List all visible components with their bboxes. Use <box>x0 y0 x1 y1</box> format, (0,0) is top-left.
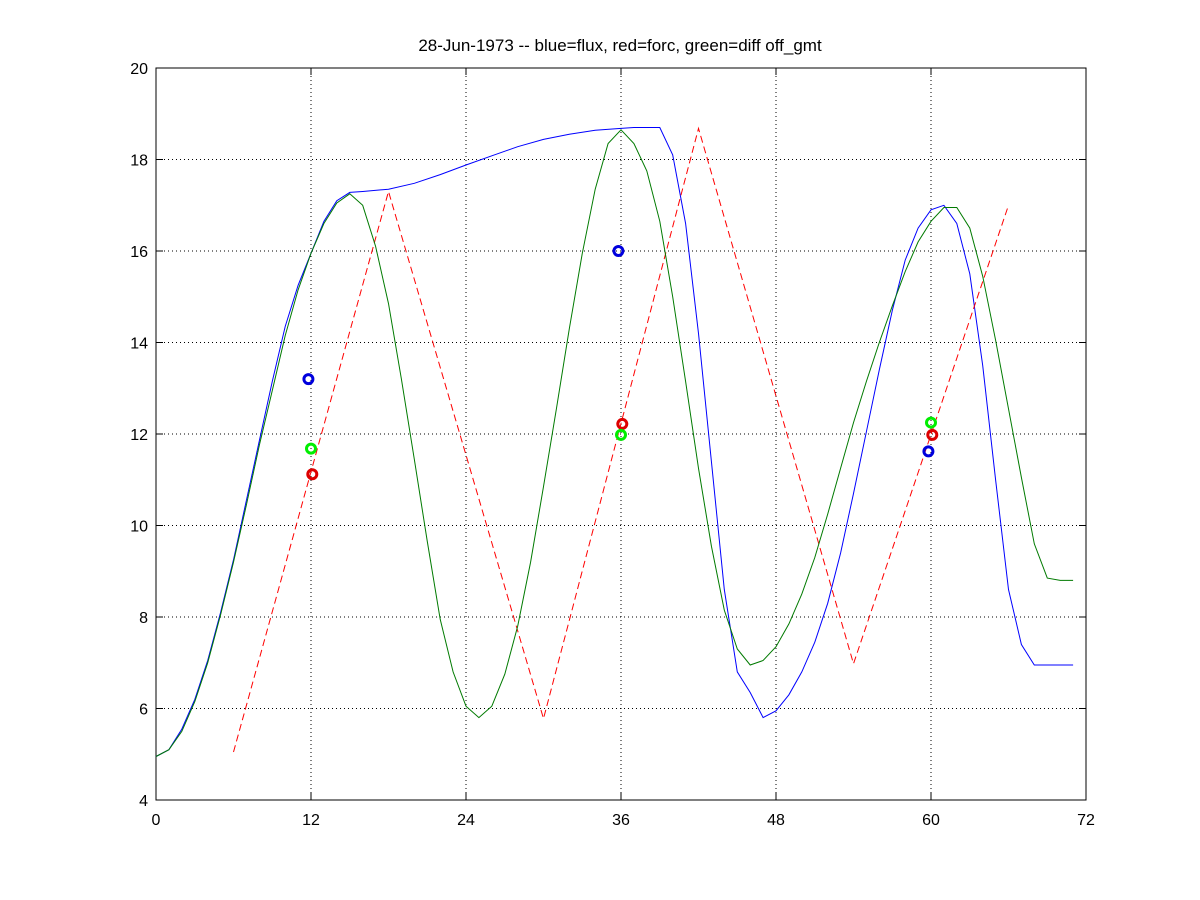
y-tick-label: 12 <box>130 427 148 444</box>
circle-marker-4 <box>612 245 625 257</box>
axis-ticks: 0 12 24 36 48 60 72 4 6 8 10 12 14 16 18 20 <box>130 61 1095 829</box>
circle-marker-1 <box>302 373 315 386</box>
series-line-3 <box>155 129 1074 757</box>
y-tick-label: 4 <box>139 793 148 810</box>
data-markers <box>302 245 939 481</box>
y-tick-label: 20 <box>130 61 148 78</box>
chart-title: 28-Jun-1973 -- blue=flux, red=forc, gree… <box>418 36 822 55</box>
y-tick-label: 14 <box>130 336 148 353</box>
circle-marker-3 <box>306 468 319 481</box>
x-tick-label: 60 <box>922 812 940 829</box>
x-tick-label: 36 <box>612 812 630 829</box>
y-tick-label: 8 <box>139 610 148 627</box>
circle-marker-2 <box>305 442 317 455</box>
x-tick-label: 0 <box>152 812 161 829</box>
circle-marker-7 <box>925 416 937 429</box>
series-lines <box>155 126 1074 757</box>
circle-marker-5 <box>616 417 629 430</box>
y-tick-label: 16 <box>130 244 148 261</box>
y-tick-label: 10 <box>130 519 148 536</box>
circle-marker-6 <box>615 428 627 441</box>
series-line-1 <box>155 127 1074 757</box>
circle-marker-9 <box>922 445 935 458</box>
x-tick-label: 48 <box>767 812 785 829</box>
y-tick-label: 6 <box>139 702 148 719</box>
grid-lines <box>156 68 1086 800</box>
y-tick-label: 18 <box>130 153 148 170</box>
x-tick-label: 72 <box>1077 812 1095 829</box>
series-line-2 <box>233 126 1009 753</box>
x-tick-label: 12 <box>302 812 320 829</box>
x-tick-label: 24 <box>457 812 475 829</box>
circle-marker-8 <box>926 428 939 441</box>
